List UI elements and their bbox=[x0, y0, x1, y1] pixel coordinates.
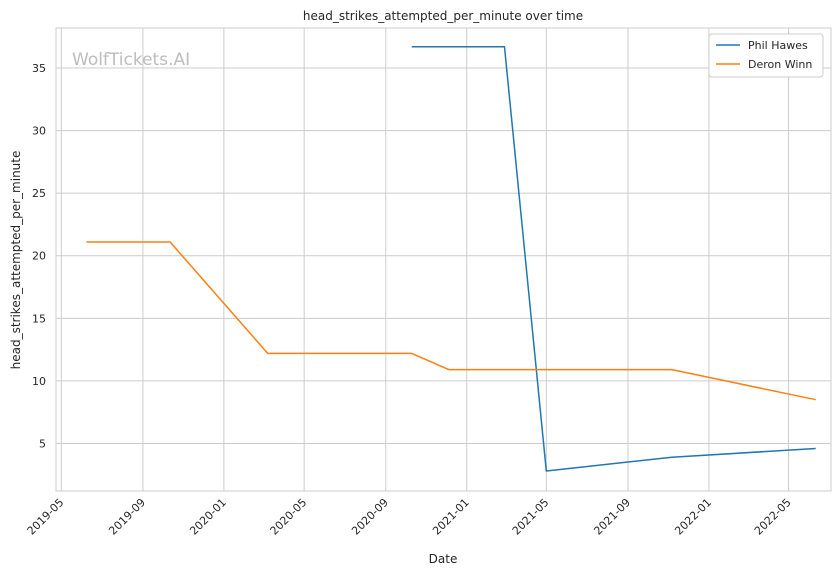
legend: Phil Hawes Deron Winn bbox=[708, 33, 824, 78]
series-line-deron-winn bbox=[86, 241, 816, 401]
data-point-deron-winn bbox=[267, 352, 269, 354]
y-tick-labels: 5 10 15 20 25 30 35 bbox=[32, 62, 46, 450]
legend-label-phil-hawes: Phil Hawes bbox=[748, 39, 808, 52]
series-lines bbox=[86, 46, 817, 472]
x-tick-label: 2021-01 bbox=[430, 496, 472, 538]
y-tick-label: 10 bbox=[32, 375, 46, 388]
data-point-deron-winn bbox=[411, 352, 413, 354]
y-tick-label: 35 bbox=[32, 62, 46, 75]
y-tick-label: 30 bbox=[32, 125, 46, 138]
data-point-deron-winn bbox=[86, 241, 88, 243]
x-tick-label: 2020-01 bbox=[187, 496, 229, 538]
plot-frame bbox=[55, 27, 832, 492]
data-point-phil-hawes bbox=[504, 46, 506, 48]
x-tick-label: 2019-09 bbox=[106, 496, 148, 538]
data-point-deron-winn bbox=[448, 369, 450, 371]
x-tick-label: 2021-09 bbox=[591, 496, 633, 538]
legend-label-deron-winn: Deron Winn bbox=[748, 58, 812, 71]
y-tick-label: 20 bbox=[32, 250, 46, 263]
y-tick-label: 25 bbox=[32, 187, 46, 200]
chart-title: head_strikes_attempted_per_minute over t… bbox=[303, 9, 583, 23]
y-tick-label: 15 bbox=[32, 312, 46, 325]
x-axis-label: Date bbox=[429, 552, 458, 566]
x-tick-label: 2021-05 bbox=[510, 496, 552, 538]
data-point-phil-hawes bbox=[671, 456, 673, 458]
y-axis-label: head_strikes_attempted_per_minute bbox=[9, 151, 23, 370]
x-tick-label: 2020-05 bbox=[268, 496, 310, 538]
data-point-deron-winn bbox=[815, 399, 817, 401]
x-tick-label: 2022-05 bbox=[752, 496, 794, 538]
data-point-phil-hawes bbox=[815, 447, 817, 449]
x-tick-label: 2019-05 bbox=[25, 496, 67, 538]
data-point-deron-winn bbox=[169, 241, 171, 243]
y-tick-label: 5 bbox=[39, 437, 46, 450]
data-point-phil-hawes bbox=[411, 46, 413, 48]
series-line-phil-hawes bbox=[411, 46, 816, 472]
grid bbox=[56, 28, 831, 491]
x-tick-labels: 2019-05 2019-09 2020-01 2020-05 2020-09 2021-… bbox=[25, 496, 794, 538]
data-point-deron-winn bbox=[671, 369, 673, 371]
x-tick-label: 2020-09 bbox=[349, 496, 391, 538]
x-tick-label: 2022-01 bbox=[672, 496, 714, 538]
watermark: WolfTickets.AI bbox=[72, 50, 190, 70]
data-point-phil-hawes bbox=[545, 470, 547, 472]
